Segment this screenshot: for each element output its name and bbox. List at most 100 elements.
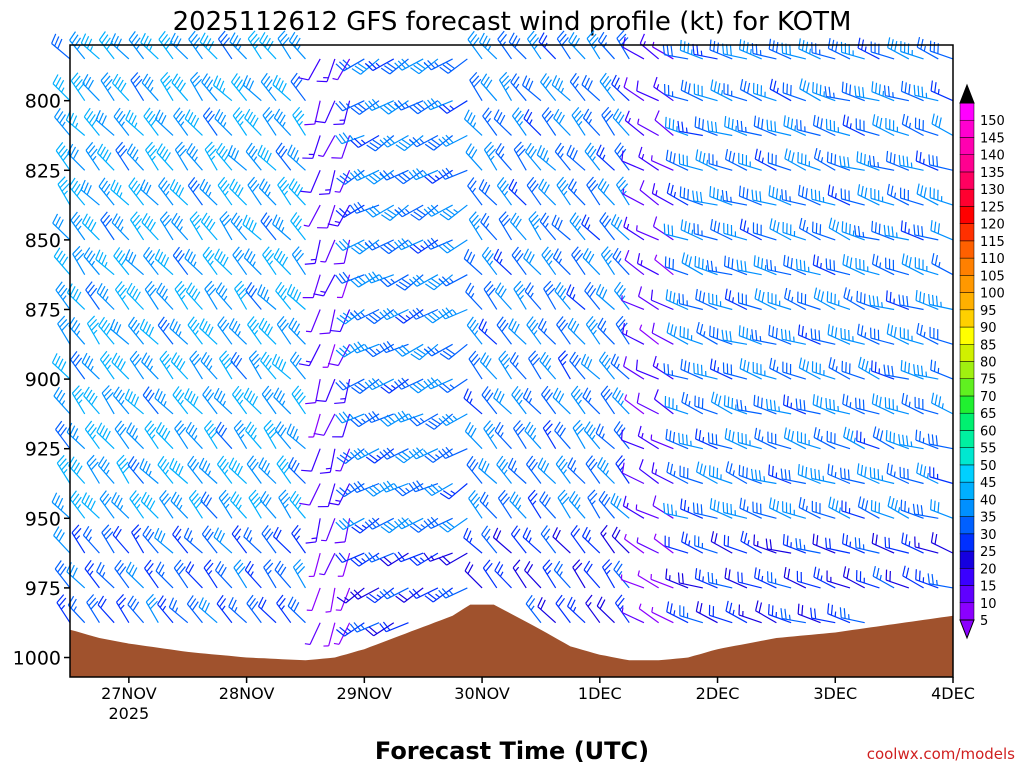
wind-barb [260, 212, 277, 241]
wind-barb [229, 178, 248, 206]
wind-barb [481, 386, 498, 415]
wind-barb [857, 496, 880, 519]
wind-barb [537, 457, 557, 484]
wind-barb [510, 73, 527, 102]
wind-barb [855, 570, 880, 589]
wind-barb [288, 178, 306, 206]
wind-barb [902, 565, 924, 589]
wind-barb [694, 256, 718, 276]
wind-barb [737, 432, 762, 450]
wind-barb [554, 421, 571, 450]
wind-barb [621, 323, 645, 345]
wind-barb [537, 318, 557, 345]
wind-barb [334, 518, 351, 544]
wind-barb [709, 498, 733, 519]
wind-barb [597, 31, 615, 60]
wind-barb [883, 85, 909, 102]
wind-barb [623, 216, 645, 241]
wind-barb [129, 350, 145, 380]
colorbar-label: 120 [980, 218, 1005, 233]
wind-barb [841, 500, 865, 519]
wind-barb [243, 248, 262, 276]
colorbar-segment [959, 275, 975, 293]
wind-barb [155, 561, 174, 589]
colorbar-segment [959, 430, 975, 448]
wind-barb [299, 483, 321, 506]
wind-barb [521, 75, 542, 102]
wind-barb [273, 387, 292, 415]
y-tick-label: 950 [25, 508, 61, 530]
wind-barb [498, 211, 513, 241]
wind-barb [664, 84, 689, 102]
wind-barb [227, 145, 247, 171]
wind-barb [526, 455, 542, 484]
wind-barb [124, 388, 144, 415]
wind-barb [680, 358, 704, 380]
wind-barb [828, 217, 851, 241]
wind-barb [261, 525, 277, 554]
colorbar-label: 115 [980, 235, 1005, 250]
wind-barb [843, 287, 866, 311]
wind-barb [582, 526, 601, 554]
wind-barb [300, 170, 321, 193]
wind-barb [826, 430, 851, 450]
wind-barb [899, 327, 924, 345]
wind-barb [157, 595, 174, 624]
wind-barb [826, 291, 851, 311]
wind-barb [508, 178, 527, 206]
wind-barb [68, 317, 86, 345]
wind-barb [552, 527, 571, 554]
wind-barb [886, 183, 910, 206]
wind-barb [101, 385, 115, 415]
wind-barb [538, 178, 557, 206]
wind-barb [542, 559, 557, 589]
wind-barb [710, 391, 733, 415]
wind-barb [212, 75, 233, 102]
wind-barb [812, 82, 836, 102]
wind-barb [664, 396, 689, 415]
wind-barb [511, 107, 527, 136]
wind-barb [493, 248, 512, 276]
wind-barb [217, 176, 233, 206]
wind-barb [637, 286, 659, 310]
wind-barb [857, 37, 880, 60]
wind-barb [498, 71, 513, 101]
wind-barb [349, 622, 380, 633]
wind-barb [316, 58, 336, 83]
wind-barb [81, 492, 100, 519]
wind-barb [219, 211, 233, 241]
wind-barb [813, 427, 836, 450]
wind-barb [394, 58, 424, 71]
wind-barb [551, 214, 571, 241]
wind-barb [70, 351, 86, 380]
wind-barb [70, 211, 86, 241]
wind-barb [128, 177, 145, 206]
wind-barb [931, 392, 954, 415]
wind-barb [313, 274, 336, 297]
wind-barb [245, 142, 262, 171]
wind-barb [248, 489, 263, 519]
wind-barb [738, 152, 762, 171]
wind-barb [172, 246, 189, 276]
wind-barb [142, 386, 159, 415]
wind-barb [751, 189, 777, 206]
wind-barb [259, 491, 277, 519]
wind-barb [930, 80, 954, 102]
wind-barb [780, 608, 806, 624]
wind-barb [156, 143, 174, 171]
wind-barb [315, 378, 336, 402]
wind-barb [228, 318, 248, 345]
wind-barb [233, 559, 248, 589]
wind-barb [885, 569, 910, 589]
wind-barb [767, 431, 792, 450]
wind-barb [111, 213, 130, 241]
wind-barb [522, 527, 542, 554]
wind-barb [423, 377, 453, 390]
wind-barb [276, 455, 292, 484]
wind-barb [171, 73, 189, 102]
wind-barb [784, 287, 807, 311]
wind-barb [465, 143, 483, 171]
wind-barb [438, 167, 468, 180]
wind-barb [394, 204, 424, 218]
wind-barb [784, 148, 807, 171]
